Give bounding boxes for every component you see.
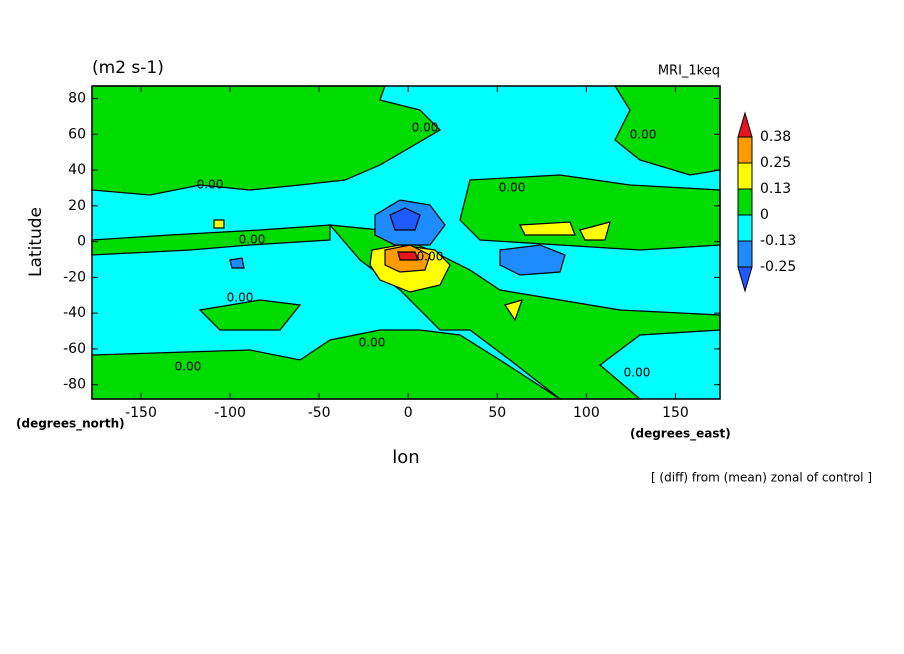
contour-region [519, 221, 576, 236]
contour-label: 0.00 [499, 181, 526, 195]
x-tick-label: 0 [404, 405, 413, 421]
y-axis-label: Latitude [26, 207, 46, 277]
y-units: (degrees_north) [16, 417, 125, 432]
x-units: (degrees_east) [630, 427, 731, 442]
chart-title: (m2 s-1) [92, 58, 164, 78]
x-tick-label: 50 [488, 405, 506, 421]
colorbar-label: 0 [760, 207, 769, 223]
contour-label: 0.00 [227, 291, 254, 305]
x-axis-label: lon [392, 447, 419, 468]
colorbar-label: -0.25 [760, 259, 796, 275]
contour-label: 0.00 [239, 233, 266, 247]
y-tick-label: 60 [68, 126, 86, 142]
colorbar-top [737, 111, 753, 138]
contour-label: 0.00 [359, 336, 386, 350]
contour-region [198, 299, 302, 331]
colorbar-box [737, 240, 753, 268]
y-tick-label: 0 [77, 234, 86, 250]
x-tick-label: 150 [662, 405, 689, 421]
colorbar-bottom [737, 266, 753, 293]
contour-region [91, 224, 331, 256]
colorbar-label: 0.13 [760, 181, 791, 197]
x-tick-label: 100 [573, 405, 600, 421]
contour-region [397, 251, 419, 261]
contour-label: 0.00 [624, 366, 651, 380]
colorbar-box [737, 214, 753, 242]
y-tick-label: -40 [63, 305, 86, 321]
contour-region [229, 257, 245, 269]
x-tick-label: -150 [125, 405, 157, 421]
contour-label: 0.00 [412, 121, 439, 135]
contour-region [389, 207, 421, 231]
colorbar-box [737, 136, 753, 164]
contour-region [579, 221, 611, 241]
contour-region [91, 85, 441, 196]
contour-label: 0.00 [417, 250, 444, 264]
chart-subtitle: MRI_1keq [658, 64, 720, 79]
contour-region [504, 299, 523, 322]
plot-frame [91, 85, 721, 400]
y-tick-label: -80 [63, 377, 86, 393]
colorbar-label: 0.38 [760, 129, 791, 145]
colorbar-label: -0.13 [760, 233, 796, 249]
y-tick-label: 20 [68, 198, 86, 214]
y-tick-label: -60 [63, 341, 86, 357]
contour-label: 0.00 [197, 178, 224, 192]
colorbar-box [737, 188, 753, 216]
y-tick-label: 40 [68, 162, 86, 178]
x-tick-label: -50 [308, 405, 331, 421]
colorbar-label: 0.25 [760, 155, 791, 171]
y-tick-label: 80 [68, 91, 86, 107]
contour-label: 0.00 [175, 360, 202, 374]
y-tick-label: -20 [63, 269, 86, 285]
annotation: [ (diff) from (mean) zonal of control ] [651, 471, 872, 485]
x-tick-label: -100 [214, 405, 246, 421]
contour-region [213, 219, 225, 229]
colorbar-box [737, 162, 753, 190]
contour-label: 0.00 [630, 128, 657, 142]
contour-region [499, 244, 566, 276]
